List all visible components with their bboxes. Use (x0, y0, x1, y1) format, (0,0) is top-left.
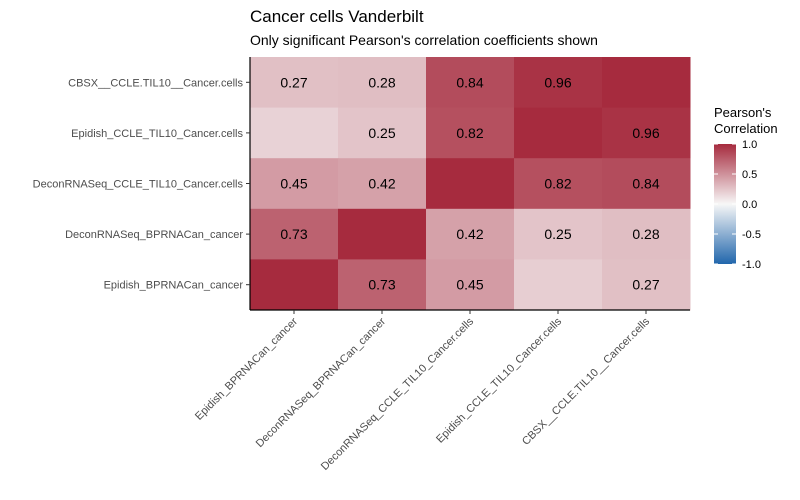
legend-tick-label: 1.0 (742, 139, 757, 151)
heatmap-cells (250, 57, 691, 311)
cell-value-label: 0.42 (368, 176, 395, 192)
heatmap-cell (602, 107, 691, 159)
heatmap-cell (602, 57, 691, 109)
legend-title: Pearson's (714, 105, 772, 120)
cell-value-label: 0.28 (632, 226, 659, 242)
legend-tick-label: 0.0 (742, 199, 757, 211)
chart-subtitle: Only significant Pearson's correlation c… (250, 32, 598, 48)
y-tick-label: Epidish_CCLE_TIL10_Cancer.cells (71, 128, 243, 140)
heatmap-cell (426, 208, 515, 260)
cell-value-label: 0.84 (456, 74, 483, 90)
y-tick-label: DeconRNASeq_CCLE_TIL10_Cancer.cells (33, 179, 244, 191)
cell-value-label: 0.45 (280, 176, 307, 192)
cell-value-label: 0.27 (280, 74, 307, 90)
heatmap-cell (338, 57, 427, 109)
heatmap-cell (514, 57, 603, 109)
cell-value-label: 0.25 (368, 125, 395, 141)
cell-value-label: 0.96 (632, 125, 659, 141)
x-axis-ticks: Epidish_BPRNACan_cancerDeconRNASeq_BPRNA… (193, 310, 652, 473)
x-tick-label: DeconRNASeq_CCLE_TIL10_Cancer.cells (319, 315, 477, 473)
heatmap-cell (338, 259, 427, 311)
heatmap-cell (250, 57, 339, 109)
heatmap-cell (426, 158, 515, 210)
heatmap-cell (426, 57, 515, 109)
heatmap-cell (250, 208, 339, 260)
cell-value-label: 0.28 (368, 74, 395, 90)
cell-value-label: 0.82 (544, 176, 571, 192)
legend-tick-label: 0.5 (742, 169, 757, 181)
cell-value-label: 0.25 (544, 226, 571, 242)
heatmap-cell (250, 158, 339, 210)
y-axis-ticks: CBSX__CCLE.TIL10__Cancer.cells Epidish_CC… (33, 77, 250, 292)
heatmap-cell (602, 158, 691, 210)
cell-value-label: 0.84 (632, 176, 659, 192)
heatmap-cell (338, 158, 427, 210)
heatmap-cell (514, 259, 603, 311)
heatmap-cell (514, 107, 603, 159)
heatmap-cell (250, 259, 339, 311)
heatmap-cell (338, 107, 427, 159)
legend-tick-label: -0.5 (742, 229, 761, 241)
legend-colorbar (714, 144, 736, 264)
heatmap-cell (514, 158, 603, 210)
heatmap-cell (514, 208, 603, 260)
cell-value-label: 0.27 (632, 277, 659, 293)
chart-title: Cancer cells Vanderbilt (250, 7, 424, 26)
heatmap-cell (338, 208, 427, 260)
legend-title: Correlation (714, 121, 778, 136)
cell-value-label: 0.42 (456, 226, 483, 242)
heatmap-cell (250, 107, 339, 159)
heatmap-cell (426, 259, 515, 311)
cell-value-label: 0.82 (456, 125, 483, 141)
heatmap-cell-labels: 0.27 0.28 0.84 0.96 0.25 0.82 0.96 0.45 0.42 0.82… (280, 74, 659, 292)
x-tick-label: Epidish_BPRNACan_cancer (193, 315, 300, 422)
heatmap-cell (426, 107, 515, 159)
cell-value-label: 0.96 (544, 74, 571, 90)
legend-tick-label: -1.0 (742, 259, 761, 271)
y-tick-label: Epidish_BPRNACan_cancer (104, 280, 244, 292)
heatmap-cell (602, 259, 691, 311)
cell-value-label: 0.73 (280, 226, 307, 242)
y-tick-label: CBSX__CCLE.TIL10__Cancer.cells (68, 77, 243, 89)
cell-value-label: 0.73 (368, 277, 395, 293)
cell-value-label: 0.45 (456, 277, 483, 293)
y-tick-label: DeconRNASeq_BPRNACan_cancer (65, 229, 243, 241)
heatmap-cell (602, 208, 691, 260)
